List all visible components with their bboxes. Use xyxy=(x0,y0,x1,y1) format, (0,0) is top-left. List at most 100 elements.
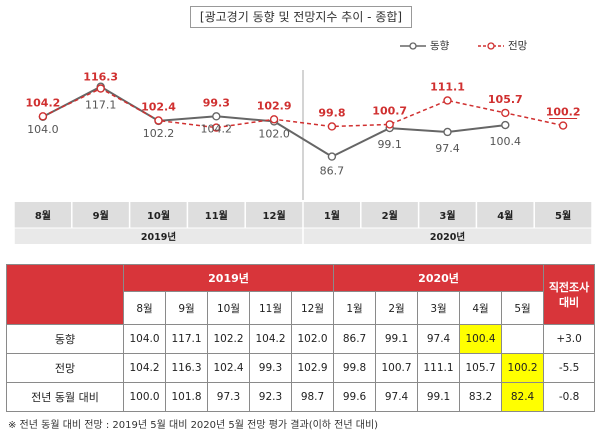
data-label-forecast: 100.2 xyxy=(546,106,581,119)
table-cell: 86.7 xyxy=(333,324,377,354)
table-corner xyxy=(6,264,124,325)
data-label-forecast: 116.3 xyxy=(83,71,118,84)
point-forecast xyxy=(327,122,337,131)
table-cell: 97.4 xyxy=(375,382,419,412)
table-cell: 102.4 xyxy=(207,353,250,383)
point-actual xyxy=(212,112,221,121)
point-forecast xyxy=(558,121,568,130)
row-label: 전망 xyxy=(6,353,124,383)
month-header: 4월 xyxy=(459,291,503,325)
month-header: 8월 xyxy=(123,291,166,325)
x-tick-label: 1월 xyxy=(324,210,340,222)
data-label-actual: 99.1 xyxy=(377,138,402,151)
table-cell: 104.2 xyxy=(123,353,166,383)
x-tick-label: 4월 xyxy=(497,210,513,222)
table-cell: 102.0 xyxy=(290,324,335,354)
point-actual xyxy=(501,120,510,130)
x-year-label: 2019년 xyxy=(141,231,176,243)
change-cell: -5.5 xyxy=(543,353,596,383)
table-cell: 102.9 xyxy=(290,353,335,383)
x-tick-label: 3월 xyxy=(439,210,455,222)
table-cell: 100.4 xyxy=(459,324,503,354)
data-table: 2019년 2020년 직전조사 대비 8월 9월 10월 11월 12월 1월 2월 3월 4… xyxy=(6,264,596,412)
month-header: 1월 xyxy=(333,291,377,325)
footnote: ※ 전년 동월 대비 전망 : 2019년 5월 대비 2020년 5월 전망 … xyxy=(8,420,379,431)
table-cell: 100.0 xyxy=(123,382,166,412)
point-actual xyxy=(327,152,337,161)
data-label-actual: 104.2 xyxy=(201,122,233,135)
x-tick-label: 10월 xyxy=(147,210,170,222)
data-label-actual: 102.2 xyxy=(143,127,175,140)
x-tick-label: 2월 xyxy=(382,210,398,222)
data-label-actual: 97.4 xyxy=(435,142,460,155)
table-cell: 98.7 xyxy=(290,382,335,412)
data-label-forecast: 100.7 xyxy=(372,104,407,117)
table-cell: 92.3 xyxy=(249,382,292,412)
series-line-forecast xyxy=(42,87,564,129)
table-cell: 100.7 xyxy=(375,353,419,383)
year-header-2020: 2020년 xyxy=(333,264,545,292)
point-actual xyxy=(443,127,452,137)
table-cell: 99.3 xyxy=(249,353,292,383)
data-label-actual: 102.0 xyxy=(258,127,290,140)
chart-title: [광고경기 동향 및 전망지수 추이 - 종합] xyxy=(190,6,412,28)
data-label-forecast: 102.4 xyxy=(141,100,176,113)
month-header: 12월 xyxy=(290,291,335,325)
table-cell: 99.1 xyxy=(375,324,419,354)
data-label-forecast: 105.7 xyxy=(488,93,523,106)
table-body: 동향 104.0 117.1 102.2 104.2 102.0 86.7 99.1 97.4 1… xyxy=(6,324,596,412)
data-label-forecast: 111.1 xyxy=(430,80,465,93)
month-header: 2월 xyxy=(375,291,419,325)
table-row: 전년 동월 대비 100.0 101.8 97.3 92.3 98.7 99.6 97.4 99… xyxy=(6,382,596,412)
data-label-forecast: 102.9 xyxy=(257,99,292,112)
point-forecast xyxy=(501,108,510,118)
row-label: 전년 동월 대비 xyxy=(6,382,124,412)
point-forecast xyxy=(96,84,105,93)
change-cell: -0.8 xyxy=(543,382,596,412)
point-forecast xyxy=(212,123,221,132)
row-label: 동향 xyxy=(6,324,124,354)
legend-forecast-label: 전망 xyxy=(508,40,528,52)
point-forecast xyxy=(269,115,279,124)
change-cell: +3.0 xyxy=(543,324,596,354)
month-header: 10월 xyxy=(207,291,250,325)
data-label-actual: 100.4 xyxy=(490,135,522,148)
legend-forecast: 전망 xyxy=(478,38,527,53)
table-cell: 99.8 xyxy=(333,353,377,383)
table-cell: 99.6 xyxy=(333,382,377,412)
table-cell: 105.7 xyxy=(459,353,503,383)
legend-actual-label: 동향 xyxy=(430,40,450,52)
year-header-2019: 2019년 xyxy=(122,264,335,292)
table-cell: 104.0 xyxy=(123,324,166,354)
legend-actual: 동향 xyxy=(400,38,449,53)
table-cell: 104.2 xyxy=(249,324,292,354)
table-row: 동향 104.0 117.1 102.2 104.2 102.0 86.7 99.1 97.4 1… xyxy=(6,324,596,354)
data-label-actual: 117.1 xyxy=(85,99,117,112)
table-cell: 97.3 xyxy=(207,382,250,412)
table-cell xyxy=(501,324,545,354)
point-forecast xyxy=(154,116,163,125)
data-label-actual: 104.0 xyxy=(27,123,59,136)
month-header: 5월 xyxy=(501,291,545,325)
month-header: 11월 xyxy=(249,291,292,325)
table-row: 전망 104.2 116.3 102.4 99.3 102.9 99.8 100.7 111.1… xyxy=(6,353,596,383)
table-cell: 102.2 xyxy=(207,324,250,354)
data-label-forecast: 99.8 xyxy=(318,106,345,119)
table-cell: 111.1 xyxy=(417,353,461,383)
data-label-forecast: 104.2 xyxy=(26,96,61,109)
table-cell: 116.3 xyxy=(165,353,208,383)
table-cell: 117.1 xyxy=(165,324,208,354)
x-year-label: 2020년 xyxy=(430,231,465,243)
month-header: 3월 xyxy=(417,291,461,325)
x-tick-label: 8월 xyxy=(35,210,51,222)
change-header: 직전조사 대비 xyxy=(543,264,596,325)
month-header: 9월 xyxy=(165,291,208,325)
x-tick-label: 5월 xyxy=(555,210,571,222)
data-label-actual: 86.7 xyxy=(320,165,345,178)
table-cell: 97.4 xyxy=(417,324,461,354)
point-forecast xyxy=(385,120,394,129)
data-label-forecast: 99.3 xyxy=(203,96,230,109)
x-tick-label: 11월 xyxy=(205,210,228,222)
chart-area: 8월 9월 10월 11월 12월 1월 2월 3월 4월 5월 2019년 2020년 104.0 11… xyxy=(13,70,593,244)
x-tick-label: 9월 xyxy=(93,210,109,222)
